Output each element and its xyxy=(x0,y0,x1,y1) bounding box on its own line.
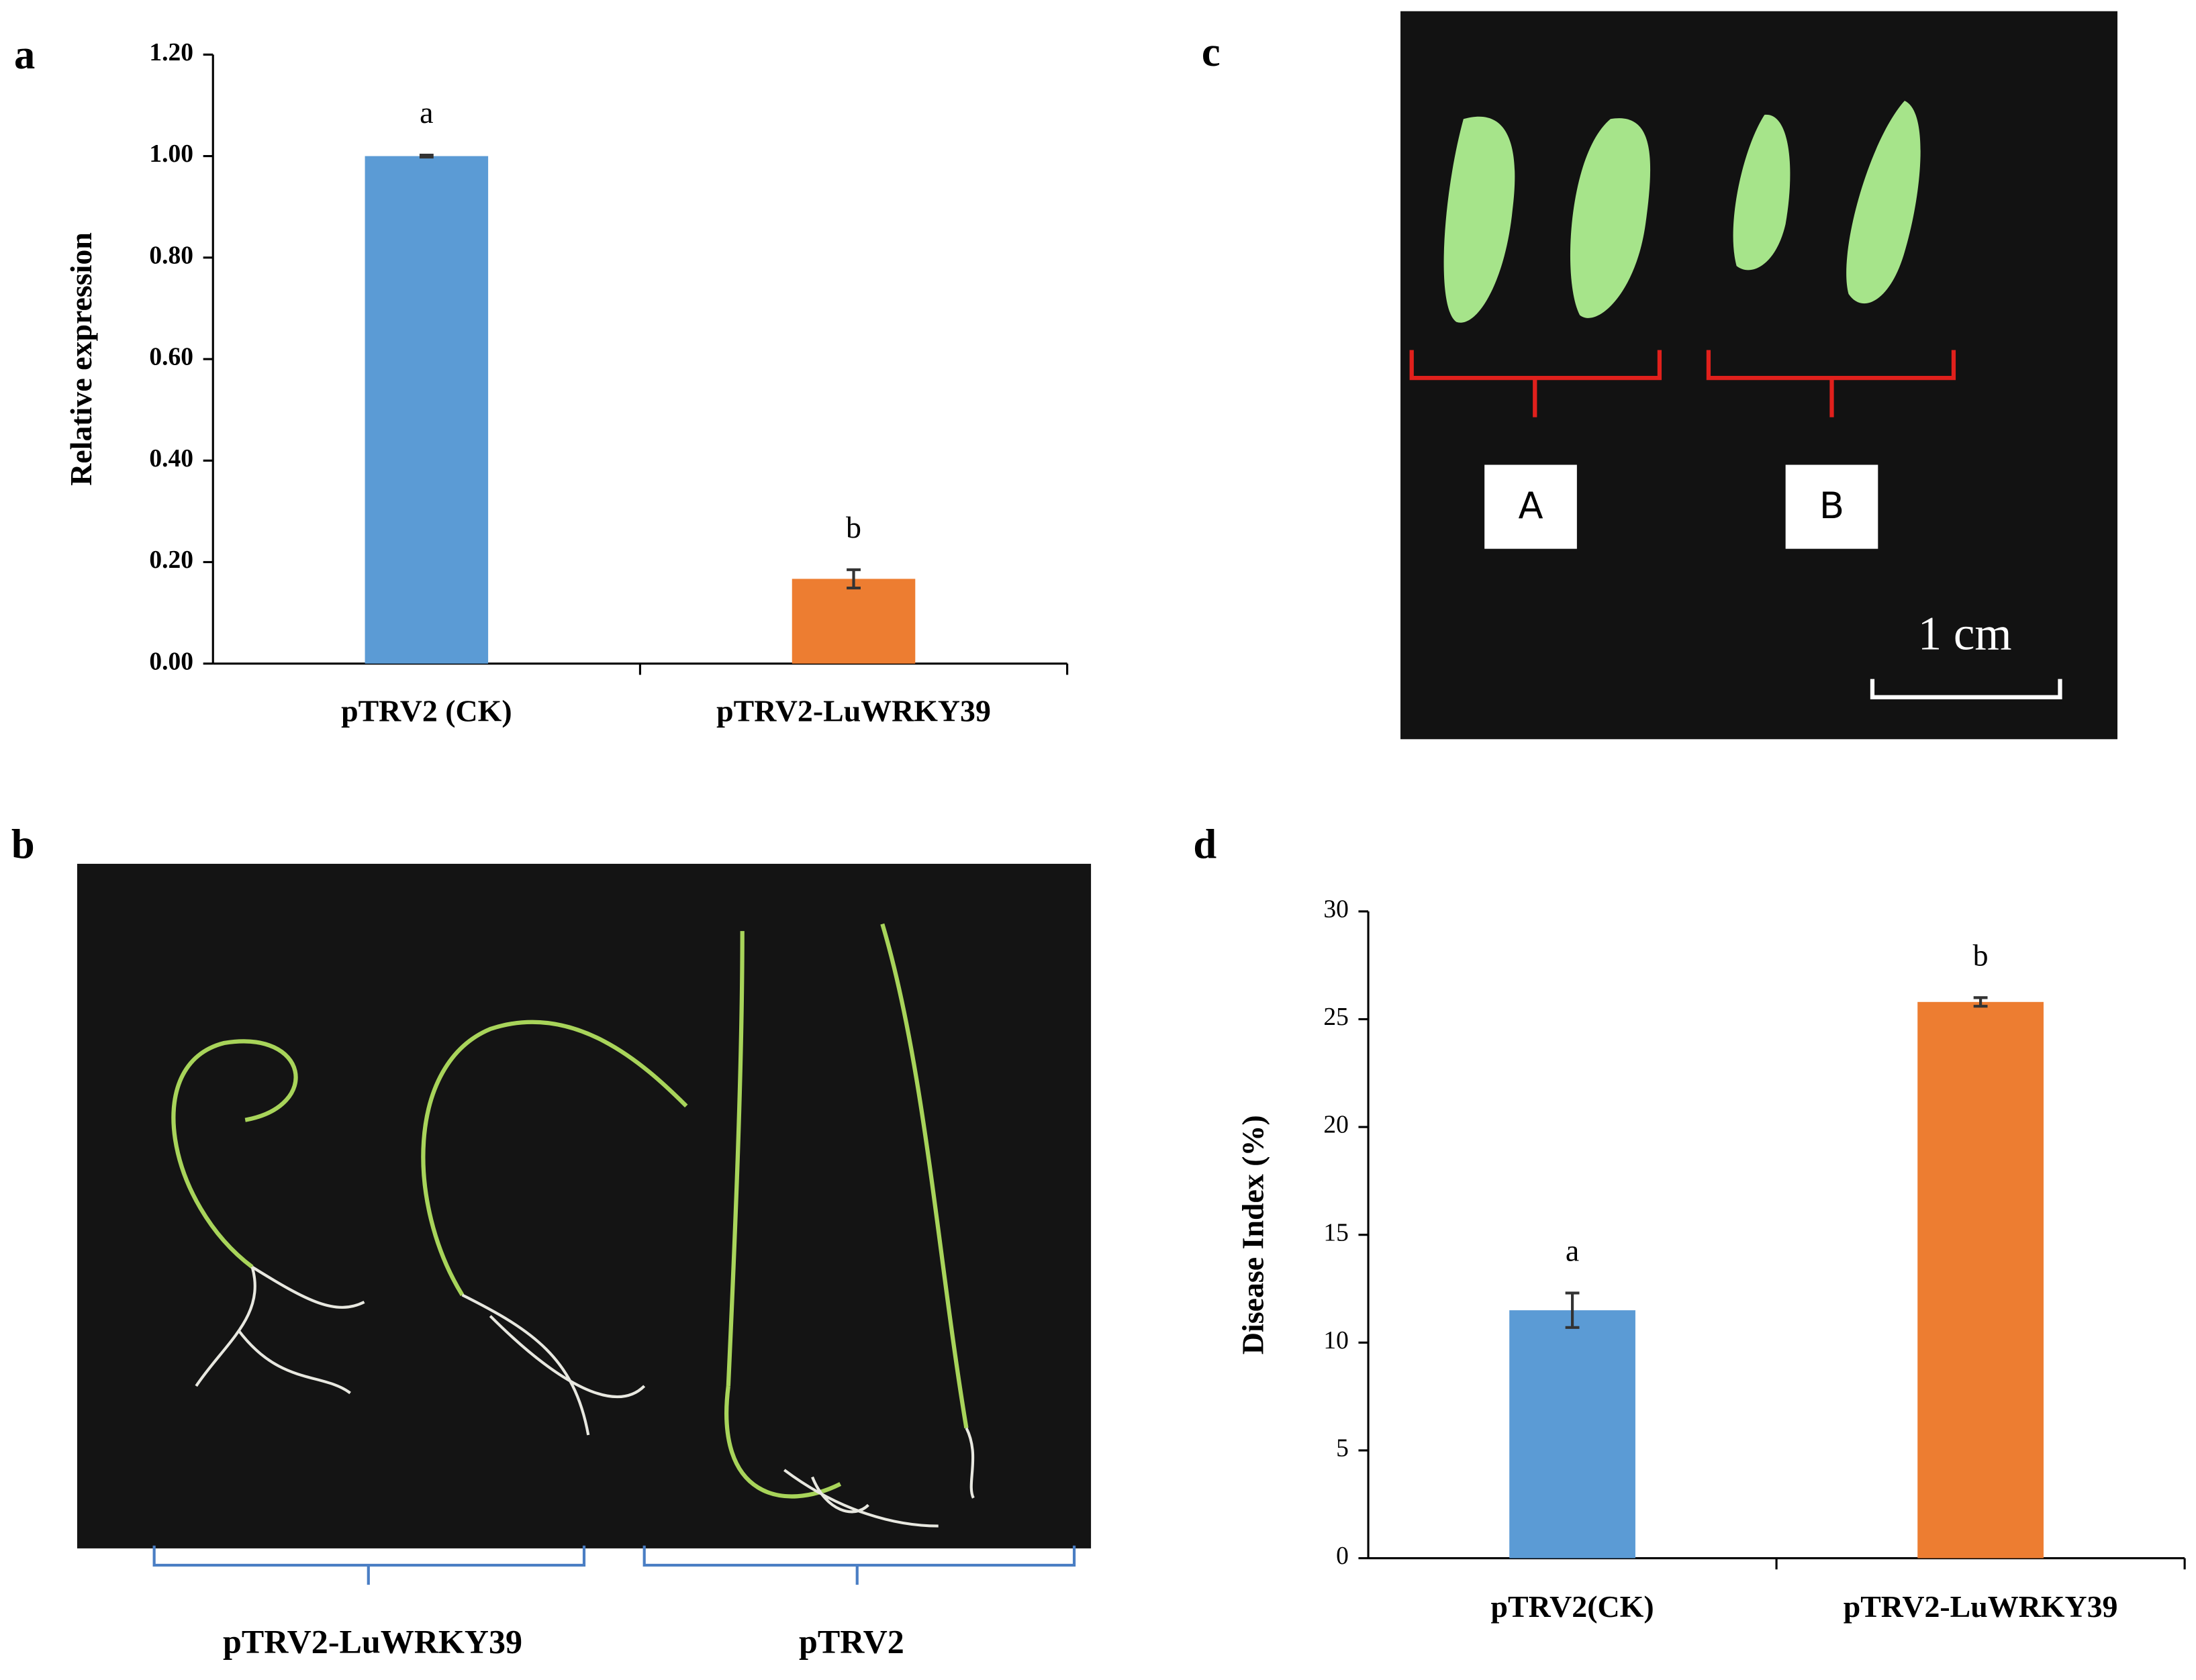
y-tick-label: 1.20 xyxy=(149,39,193,66)
y-tick-label: 0.80 xyxy=(149,242,193,269)
y-tick-label: 5 xyxy=(1336,1435,1349,1463)
bar xyxy=(792,579,916,664)
x-tick-label: pTRV2-LuWRKY39 xyxy=(716,693,991,728)
y-tick-label: 10 xyxy=(1323,1327,1349,1354)
y-axis-label: Disease Index (%) xyxy=(1236,1115,1270,1354)
photo-b xyxy=(77,863,1092,1548)
photo-label: A xyxy=(1518,485,1543,527)
x-tick-label: pTRV2(CK) xyxy=(1491,1589,1654,1624)
panel-label: c xyxy=(1202,28,1221,75)
bar xyxy=(365,156,489,664)
leaves xyxy=(1443,101,1921,323)
significance-label: a xyxy=(1566,1234,1579,1268)
significance-label: b xyxy=(1973,938,1989,972)
plants xyxy=(171,923,969,1499)
panel-label: d xyxy=(1193,820,1216,867)
bar xyxy=(1917,1001,2044,1559)
label-box xyxy=(1785,464,1878,549)
brackets xyxy=(1409,350,1956,417)
y-tick-label: 0 xyxy=(1336,1542,1349,1570)
y-tick-label: 15 xyxy=(1323,1219,1349,1246)
scale-bar-label: 1 cm xyxy=(1918,607,2012,660)
y-tick-label: 0.20 xyxy=(149,546,193,574)
y-tick-label: 1.00 xyxy=(149,140,193,168)
error-bar xyxy=(847,568,861,590)
panel-label: a xyxy=(14,31,35,78)
photo-label: pTRV2-LuWRKY39 xyxy=(223,1622,522,1660)
photo-label: B xyxy=(1819,485,1844,527)
y-tick-label: 20 xyxy=(1323,1111,1349,1139)
y-tick-label: 0.60 xyxy=(149,344,193,371)
error-bar xyxy=(1565,1291,1580,1329)
significance-label: a xyxy=(420,95,433,130)
y-axis-label: Relative expression xyxy=(64,232,98,486)
photo-background xyxy=(77,863,1092,1548)
x-tick-label: pTRV2-LuWRKY39 xyxy=(1844,1589,2118,1624)
x-tick-label: pTRV2 (CK) xyxy=(341,693,512,728)
significance-label: b xyxy=(846,510,861,544)
scale-bar xyxy=(1870,679,2062,699)
photo-label: pTRV2 xyxy=(799,1622,904,1660)
photo-c: A B 1 cm xyxy=(1400,11,2117,740)
bar xyxy=(1509,1310,1635,1559)
y-tick-label: 30 xyxy=(1323,895,1349,923)
label-box xyxy=(1484,464,1577,549)
y-tick-label: 25 xyxy=(1323,1003,1349,1031)
y-tick-label: 0.40 xyxy=(149,445,193,473)
y-tick-label: 0.00 xyxy=(149,648,193,675)
panel-label: b xyxy=(11,820,35,867)
roots xyxy=(195,1265,975,1528)
error-bar xyxy=(419,153,434,159)
brackets xyxy=(152,1545,1076,1585)
error-bar xyxy=(1973,996,1988,1008)
